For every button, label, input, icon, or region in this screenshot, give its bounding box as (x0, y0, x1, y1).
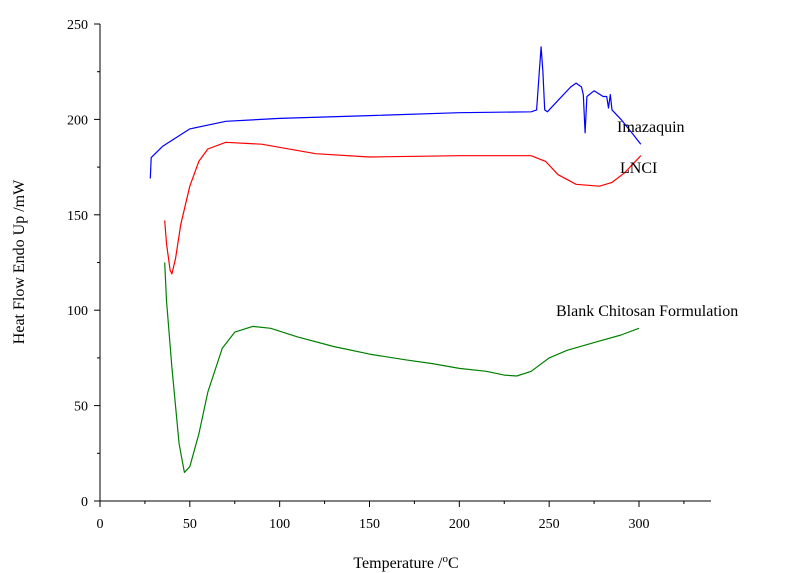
series-labels: Imazaquin LNCI Blank Chitosan Formulatio… (556, 119, 738, 320)
x-tick-label: 300 (629, 517, 650, 532)
y-tick-label: 200 (67, 113, 88, 128)
series-layer (149, 46, 642, 473)
axes (99, 24, 711, 502)
x-axis-title-text: Temperature / (353, 555, 443, 572)
x-tick-label: 100 (269, 517, 290, 532)
tick-group: 0 50 100 150 200 250 300 0 50 100 150 200 250 (67, 18, 685, 532)
x-tick-label: 50 (183, 517, 197, 532)
x-axis-title-unit: C (448, 555, 459, 572)
series-line-lnci (164, 141, 642, 275)
x-axis-title-degree: o (442, 553, 448, 565)
x-tick-label: 250 (539, 517, 560, 532)
series-label-lnci: LNCI (620, 160, 657, 177)
series-label-blank-chitosan: Blank Chitosan Formulation (556, 303, 738, 320)
y-tick-label: 0 (81, 495, 88, 510)
x-tick-label: 150 (359, 517, 380, 532)
x-tick-label: 200 (449, 517, 470, 532)
y-tick-label: 100 (67, 304, 88, 319)
y-axis-title: Heat Flow Endo Up /mW (11, 179, 28, 344)
y-tick-label: 150 (67, 209, 88, 224)
series-line-imazaquin (149, 46, 642, 179)
series-line-blank-chitosan-formulation (164, 262, 640, 473)
y-tick-label: 50 (74, 400, 88, 415)
x-axis-title: Temperature /oC (353, 553, 458, 572)
series-label-imazaquin: Imazaquin (617, 119, 685, 136)
y-tick-label: 250 (67, 18, 88, 33)
x-tick-label: 0 (97, 517, 104, 532)
